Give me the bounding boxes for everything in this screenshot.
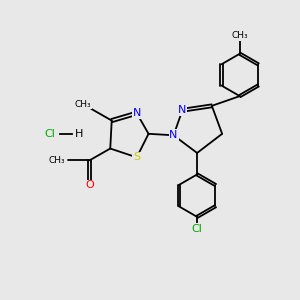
Text: H: H xyxy=(75,129,83,139)
Text: CH₃: CH₃ xyxy=(75,100,91,109)
Text: CH₃: CH₃ xyxy=(49,156,66,165)
Text: S: S xyxy=(133,152,140,162)
Text: Cl: Cl xyxy=(192,224,203,234)
Text: N: N xyxy=(169,130,178,140)
Text: N: N xyxy=(133,108,141,118)
Text: CH₃: CH₃ xyxy=(232,31,248,40)
Text: Cl: Cl xyxy=(44,129,55,139)
Text: O: O xyxy=(85,180,94,190)
Text: N: N xyxy=(178,105,187,115)
